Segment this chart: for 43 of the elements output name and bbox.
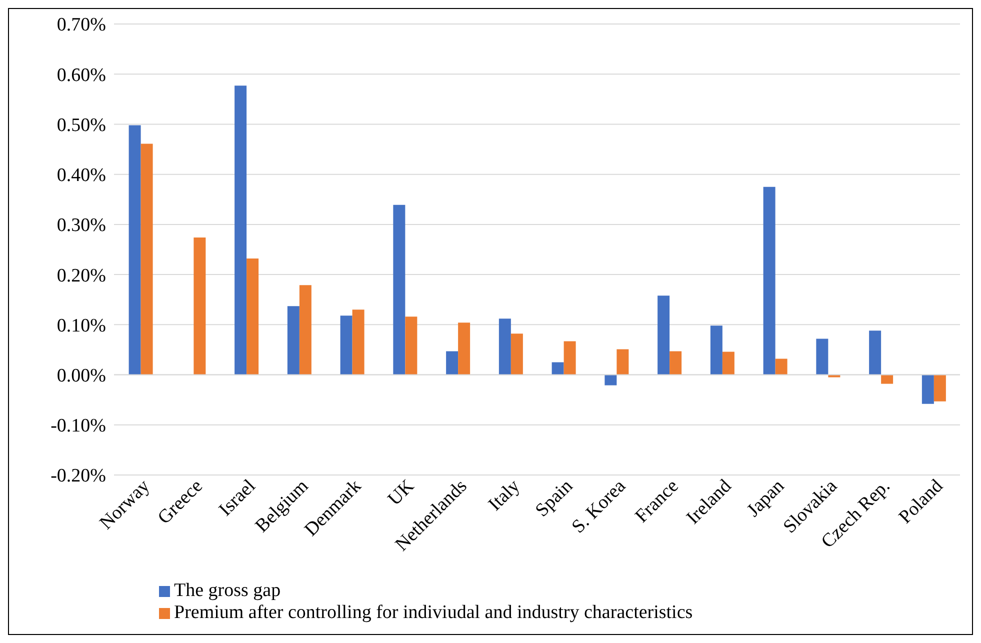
bar xyxy=(934,374,946,402)
bar xyxy=(140,144,153,375)
bar xyxy=(722,352,734,375)
bar xyxy=(194,237,206,375)
y-tick-label: 0.40% xyxy=(56,165,106,186)
legend-label: Premium after controlling for indiviudal and industry characteristics xyxy=(174,602,693,623)
bar xyxy=(287,306,300,375)
legend-label: The gross gap xyxy=(174,580,281,601)
bar xyxy=(564,341,576,375)
bar xyxy=(458,322,470,375)
y-tick-label: 0.10% xyxy=(56,315,106,336)
bar xyxy=(869,330,882,375)
bar xyxy=(340,316,352,375)
y-tick-label: 0.70% xyxy=(56,14,106,36)
bar xyxy=(816,338,828,375)
bar xyxy=(670,351,682,375)
y-tick-label: -0.10% xyxy=(50,416,106,437)
y-tick-label: 0.00% xyxy=(56,366,106,387)
bar xyxy=(881,374,894,384)
y-tick-label: 0.20% xyxy=(56,265,106,286)
bar xyxy=(246,258,259,375)
bar xyxy=(234,86,247,375)
bar xyxy=(498,318,511,375)
bar xyxy=(510,334,523,375)
bar xyxy=(922,374,934,404)
x-tick-label: Italy xyxy=(484,475,524,516)
bar xyxy=(710,326,722,375)
bar xyxy=(128,125,141,375)
y-tick-label: 0.60% xyxy=(56,64,106,86)
bar xyxy=(552,362,564,375)
bar xyxy=(604,374,617,386)
bar xyxy=(299,285,312,375)
bar xyxy=(775,358,788,375)
bar xyxy=(405,316,418,375)
y-tick-label: 0.50% xyxy=(56,114,106,136)
y-tick-label: -0.20% xyxy=(50,466,106,487)
bar xyxy=(763,186,776,375)
bar xyxy=(393,204,406,375)
bar xyxy=(616,349,629,375)
bar xyxy=(658,296,670,375)
y-tick-label: 0.30% xyxy=(56,215,106,236)
bar xyxy=(446,351,458,375)
bar xyxy=(352,310,364,375)
